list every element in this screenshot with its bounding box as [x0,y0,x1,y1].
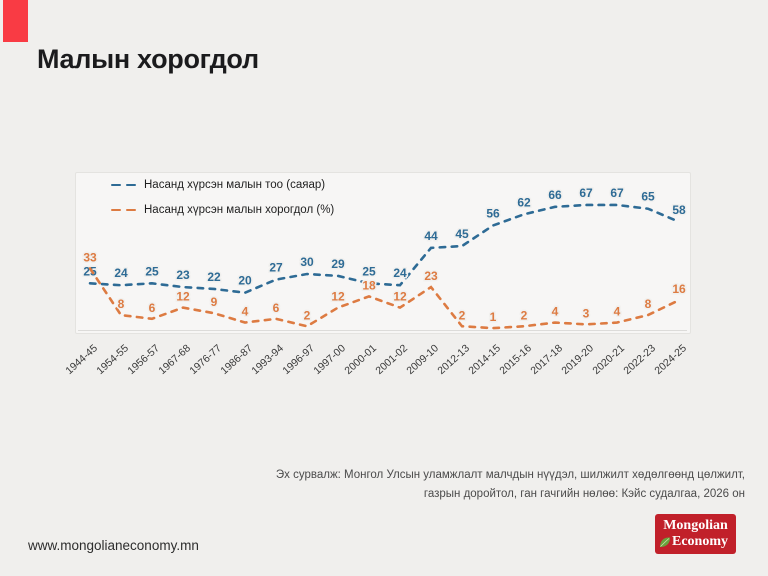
data-label: 18 [362,278,376,292]
data-label: 8 [118,297,125,311]
data-label: 67 [579,186,593,200]
data-label: 4 [242,305,249,319]
series-line-1 [88,267,681,330]
data-label: 6 [149,301,156,315]
x-tick-label: 1986-87 [218,342,255,377]
data-label: 2 [521,308,528,322]
data-label: 65 [641,190,655,204]
data-label: 4 [614,305,621,319]
data-label: 8 [645,297,652,311]
legend-label: Насанд хүрсэн малын хорогдол (%) [144,204,335,216]
data-label: 56 [486,207,500,221]
data-label: 12 [393,290,407,304]
x-tick-label: 2020-21 [590,342,627,377]
legend-item-1: Насанд хүрсэн малын хорогдол (%) [111,203,334,217]
data-label: 66 [548,188,562,202]
data-label: 29 [331,257,345,271]
series-line-0 [88,203,681,295]
x-tick-label: 2014-15 [466,342,503,377]
data-label: 27 [269,261,283,275]
x-tick-label: 2015-16 [497,342,534,377]
data-label: 45 [455,227,469,241]
x-tick-label: 2022-23 [621,342,658,377]
data-label: 44 [424,229,438,243]
source-line-1: Эх сурвалж: Монгол Улсын уламжлалт малчд… [275,469,745,481]
data-label: 23 [424,269,438,283]
legend-label: Насанд хүрсэн малын тоо (саяар) [144,179,326,191]
data-label: 3 [583,306,590,320]
data-label: 9 [211,295,218,309]
data-label: 25 [145,264,159,278]
data-label: 33 [83,250,97,264]
data-label: 24 [393,266,407,280]
data-label: 22 [207,270,221,284]
x-tick-label: 2017-18 [528,342,565,377]
x-tick-label: 1967-68 [156,342,193,377]
data-label: 4 [552,305,559,319]
data-label: 67 [610,186,624,200]
website-url[interactable]: www.mongolianeconomy.mn [28,538,199,553]
x-tick-label: 1976-77 [187,342,224,377]
source-text: Эх сурвалж: Монгол Улсын уламжлалт малчд… [265,466,745,504]
data-label: 62 [517,195,531,209]
x-tick-label: 1954-55 [94,342,131,377]
x-tick-label: 1997-00 [311,342,348,377]
data-label: 6 [273,301,280,315]
data-label: 23 [176,268,190,282]
data-label: 24 [114,266,128,280]
x-tick-label: 1944-45 [63,342,100,377]
data-label: 58 [672,203,686,217]
accent-square [3,0,28,42]
logo-line-2: Economy [672,533,728,549]
data-label: 20 [238,274,252,288]
data-label: 12 [331,290,345,304]
mongolian-economy-logo: Mongolian Economy [655,514,736,555]
source-line-2: газрын доройтол, ган гачгийн нөлөө: Кэйс… [423,487,745,500]
x-tick-label: 1993-94 [249,342,286,377]
x-tick-label: 2009-10 [404,342,441,377]
data-label: 2 [304,308,311,322]
x-tick-label: 1956-57 [125,342,162,377]
chart-legend: Насанд хүрсэн малын тоо (саяар) Насанд хү… [111,178,334,228]
x-tick-label: 1996-97 [280,342,317,377]
page-title: Малын хорогдол [37,44,259,74]
chart-panel [75,172,691,334]
legend-item-0: Насанд хүрсэн малын тоо (саяар) [111,178,334,192]
x-tick-label: 2019-20 [559,342,596,377]
legend-dash-marker [111,183,141,187]
logo-line-1: Mongolian [663,518,728,533]
data-label: 25 [83,264,97,278]
data-label: 2 [459,308,466,322]
data-label: 25 [362,264,376,278]
x-tick-label: 2001-02 [373,342,410,377]
data-label: 16 [672,282,686,296]
data-label: 30 [300,255,314,269]
x-tick-label: 2024-25 [652,342,689,377]
legend-dash-marker [111,208,141,212]
x-tick-label: 2012-13 [435,342,472,377]
data-label: 12 [176,290,190,304]
leaf-icon [660,536,671,547]
x-tick-label: 2000-01 [342,342,379,377]
data-label: 1 [490,310,497,324]
